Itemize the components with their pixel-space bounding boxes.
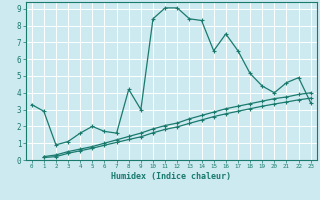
X-axis label: Humidex (Indice chaleur): Humidex (Indice chaleur) [111, 172, 231, 181]
